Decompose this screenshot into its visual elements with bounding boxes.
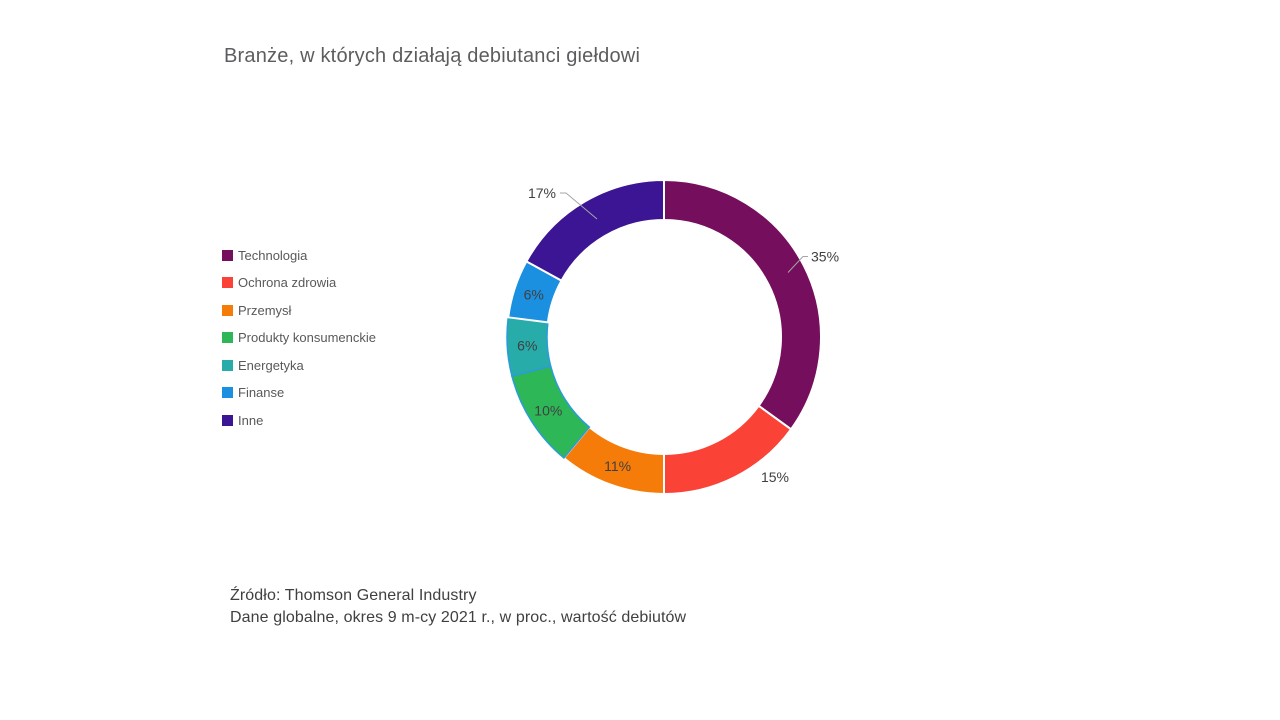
chart-footer: Źródło: Thomson General Industry Dane gl… (230, 585, 686, 629)
legend-label: Inne (238, 412, 264, 428)
legend-item: Przemysł (222, 302, 376, 318)
legend-swatch-icon (222, 332, 233, 343)
donut-slice-inne (525, 178, 665, 282)
legend-label: Technologia (238, 247, 308, 263)
slice-label: 15% (761, 469, 789, 485)
slice-label: 10% (534, 402, 562, 418)
label-leader-line (787, 256, 808, 273)
legend-swatch-icon (222, 414, 233, 426)
legend-swatch-icon (222, 387, 233, 398)
legend-swatch-icon (222, 277, 233, 288)
legend-label: Ochrona zdrowia (238, 275, 337, 290)
donut-slice-technologia (663, 178, 822, 431)
legend-item: Energetyka (222, 357, 376, 373)
legend-label: Produkty konsumenckie (238, 330, 377, 345)
slice-label: 11% (604, 458, 631, 474)
legend-swatch-icon (222, 249, 233, 261)
legend-item: Ochrona zdrowia (222, 275, 376, 291)
chart-legend: Technologia Ochrona zdrowia Przemysł Produk… (222, 247, 376, 440)
legend-label: Energetyka (238, 357, 304, 373)
legend-item: Technologia (222, 247, 376, 263)
legend-swatch-icon (222, 359, 233, 371)
legend-label: Przemysł (238, 302, 292, 318)
legend-swatch-icon (222, 304, 233, 316)
source-note: Źródło: Thomson General Industry (230, 587, 477, 604)
legend-item: Inne (222, 412, 376, 428)
slice-label: 6% (524, 287, 544, 303)
legend-label: Finanse (238, 385, 285, 400)
label-leader-line (560, 192, 598, 220)
donut-chart: 35% 15% 11% 10% 6% 6% 17% (506, 178, 839, 496)
legend-item: Finanse (222, 385, 376, 401)
data-note: Dane globalne, okres 9 m-cy 2021 r., w p… (230, 609, 687, 626)
slice-label: 17% (528, 185, 556, 201)
slice-label: 6% (517, 338, 537, 354)
chart-area: 35% 15% 11% 10% 6% 6% 17% (464, 137, 884, 537)
slice-label: 35% (811, 249, 839, 265)
page-title: Branże, w których działają debiutanci gi… (224, 45, 641, 67)
legend-item: Produkty konsumenckie (222, 330, 376, 346)
